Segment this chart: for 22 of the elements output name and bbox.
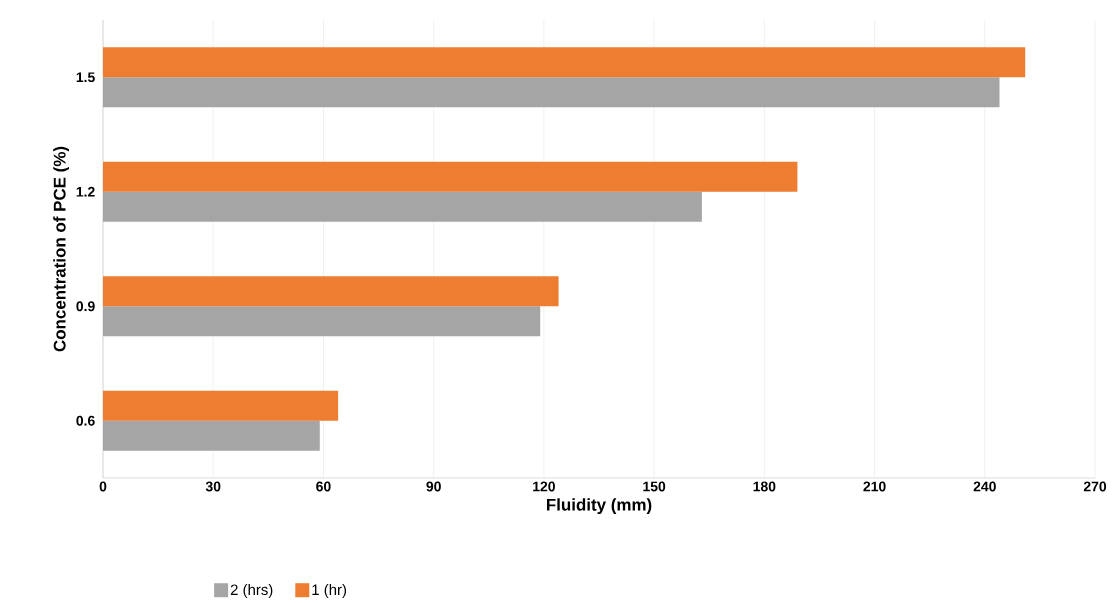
bar [103,276,559,307]
x-tick-label: 240 [973,481,996,492]
y-tick-label: 1.5 [76,72,95,83]
x-tick-label: 180 [753,481,776,492]
x-tick-label: 90 [426,481,441,492]
legend-label: 2 (hrs) [230,584,273,598]
bar [103,390,339,421]
y-tick-label: 1.2 [76,186,95,197]
x-tick-label: 60 [316,481,331,492]
y-tick-label: 0.6 [76,415,95,426]
x-tick-label: 120 [533,481,555,492]
x-tick-label: 0 [99,481,107,492]
x-tick-label: 150 [643,481,666,492]
x-axis-title: Fluidity (mm) [546,498,652,515]
x-tick-label: 30 [205,481,221,492]
legend-label: 1 (hr) [312,584,347,598]
x-tick-label: 210 [863,481,886,492]
bar [103,47,1026,78]
y-tick-label: 0.9 [76,301,95,312]
bar [103,161,798,192]
x-tick-label: 270 [1083,481,1107,492]
y-axis-title: Concentration of PCE (%) [53,146,69,352]
